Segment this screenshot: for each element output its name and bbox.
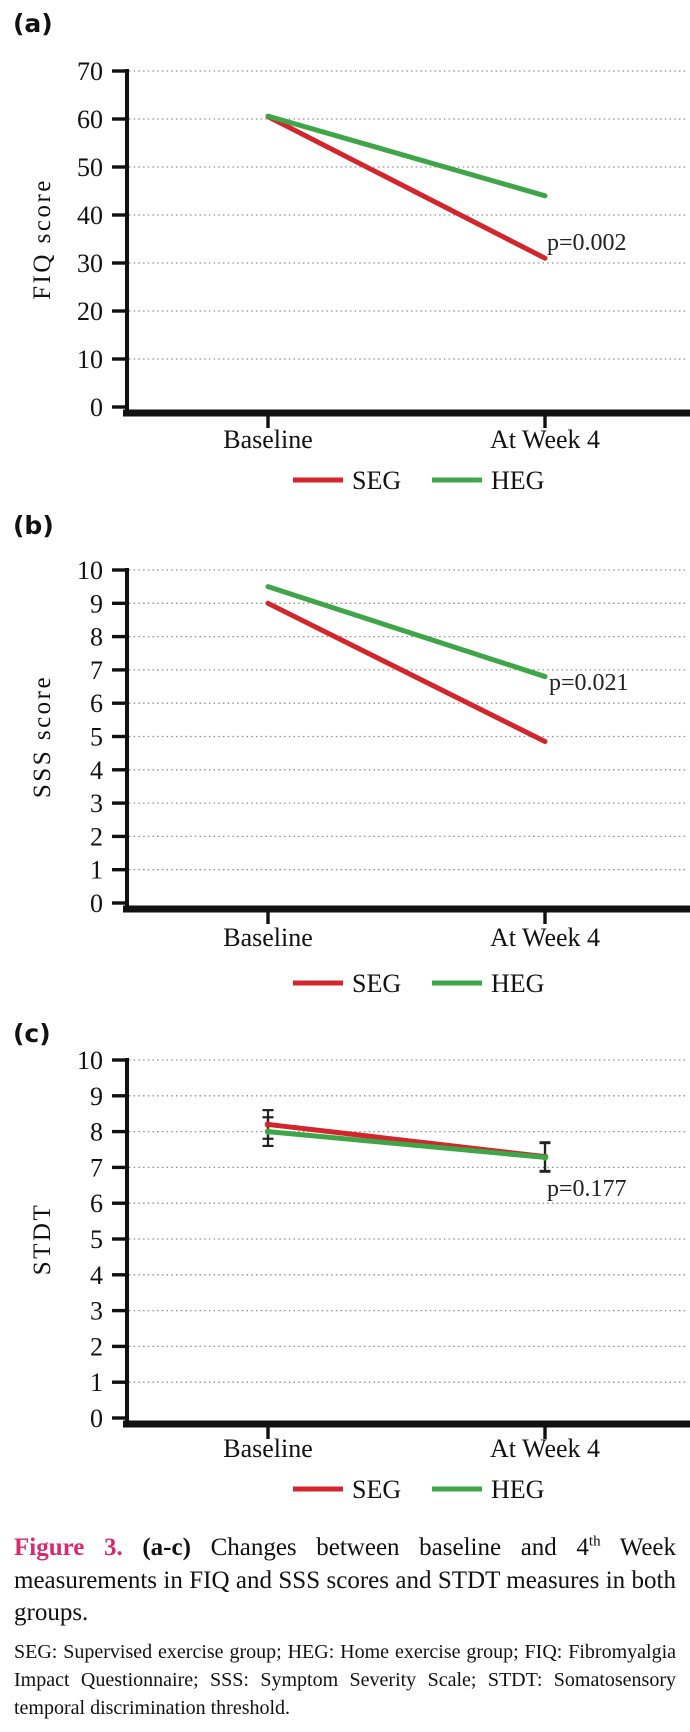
y-tick-label: 3 — [90, 789, 103, 818]
abbreviations-footnote: SEG: Supervised exercise group; HEG: Hom… — [14, 1640, 676, 1719]
y-tick-label: 7 — [90, 1153, 103, 1182]
x-tick-label: At Week 4 — [490, 425, 600, 454]
p-value-label: p=0.002 — [547, 230, 627, 256]
y-tick-label: 10 — [77, 556, 103, 585]
figure-caption: Figure 3. (a-c) Changes between baseline… — [14, 1532, 676, 1630]
figure-number: Figure 3. — [14, 1534, 123, 1561]
ordinal-superscript: th — [588, 1533, 601, 1550]
p-value-label: p=0.177 — [547, 1176, 627, 1202]
y-tick-label: 0 — [90, 393, 103, 422]
y-tick-label: 30 — [77, 249, 103, 278]
y-tick-label: 20 — [77, 297, 103, 326]
y-tick-label: 9 — [90, 589, 103, 618]
y-tick-label: 60 — [77, 105, 103, 134]
heg-line — [265, 113, 548, 199]
y-axis-title: STDT — [29, 1203, 56, 1276]
panel-a-label: (a) — [13, 9, 53, 38]
y-tick-label: 70 — [77, 57, 103, 86]
legend-label-heg: HEG — [491, 969, 544, 994]
y-tick-label: 40 — [77, 201, 103, 230]
fiq-score-line-chart: 0 10 20 30 40 50 60 70 Baseline At Week 4 p=0.002 S… — [29, 57, 690, 495]
y-tick-label: 8 — [90, 623, 103, 652]
y-tick-label: 4 — [90, 756, 103, 785]
y-tick-label: 2 — [90, 1332, 103, 1361]
y-tick-label: 1 — [90, 856, 103, 885]
p-value-label: p=0.021 — [549, 670, 629, 696]
y-tick-label: 7 — [90, 656, 103, 685]
y-tick-label: 5 — [90, 1225, 103, 1254]
y-tick-label: 4 — [90, 1261, 103, 1290]
x-tick-label: At Week 4 — [490, 923, 600, 952]
panel-b-label: (b) — [13, 511, 54, 540]
caption-text-continued: Week measurements in FIQ and SSS scores … — [14, 1534, 677, 1626]
legend-label-heg: HEG — [491, 466, 544, 495]
x-tick-label: Baseline — [223, 1434, 313, 1463]
y-tick-label: 6 — [90, 1189, 103, 1218]
y-tick-label: 10 — [77, 345, 103, 374]
x-tick-label: Baseline — [223, 425, 313, 454]
y-tick-label: 0 — [90, 1404, 103, 1433]
y-axis-title: SSS score — [29, 675, 56, 798]
seg-point — [264, 1121, 272, 1128]
y-tick-label: 10 — [77, 1050, 103, 1075]
seg-line — [265, 600, 548, 744]
y-tick-label: 5 — [90, 723, 103, 752]
y-tick-label: 6 — [90, 689, 103, 718]
y-tick-label: 9 — [90, 1082, 103, 1111]
y-tick-label: 2 — [90, 822, 103, 851]
legend-label-seg: SEG — [352, 466, 401, 495]
y-tick-label: 50 — [77, 153, 103, 182]
y-axis-title: FIQ score — [29, 178, 56, 300]
x-tick-label: Baseline — [223, 923, 313, 952]
y-tick-label: 3 — [90, 1297, 103, 1326]
legend-label-heg: HEG — [491, 1475, 544, 1504]
heg-line — [265, 584, 548, 680]
x-tick-label: At Week 4 — [490, 1434, 600, 1463]
panel-c-label: (c) — [13, 1019, 51, 1048]
seg-line — [265, 114, 548, 261]
panel-range: (a-c) — [142, 1534, 191, 1561]
y-tick-label: 0 — [90, 889, 103, 918]
heg-point — [541, 1154, 549, 1161]
heg-line — [265, 1129, 548, 1160]
y-tick-label: 8 — [90, 1118, 103, 1147]
heg-point — [264, 1128, 272, 1135]
caption-text: Changes between baseline and 4 — [210, 1534, 589, 1561]
y-tick-label: 1 — [90, 1368, 103, 1397]
sss-score-line-chart: 0 1 2 3 4 5 6 7 8 9 10 Baseline At Week 4 p=0.021 SEG H… — [29, 556, 690, 994]
stdt-line-chart: 0 1 2 3 4 5 6 7 8 9 10 Baseline At Week 4 p=0.177 SEG H… — [29, 1050, 690, 1504]
legend-label-seg: SEG — [352, 1475, 401, 1504]
legend-label-seg: SEG — [352, 969, 401, 994]
